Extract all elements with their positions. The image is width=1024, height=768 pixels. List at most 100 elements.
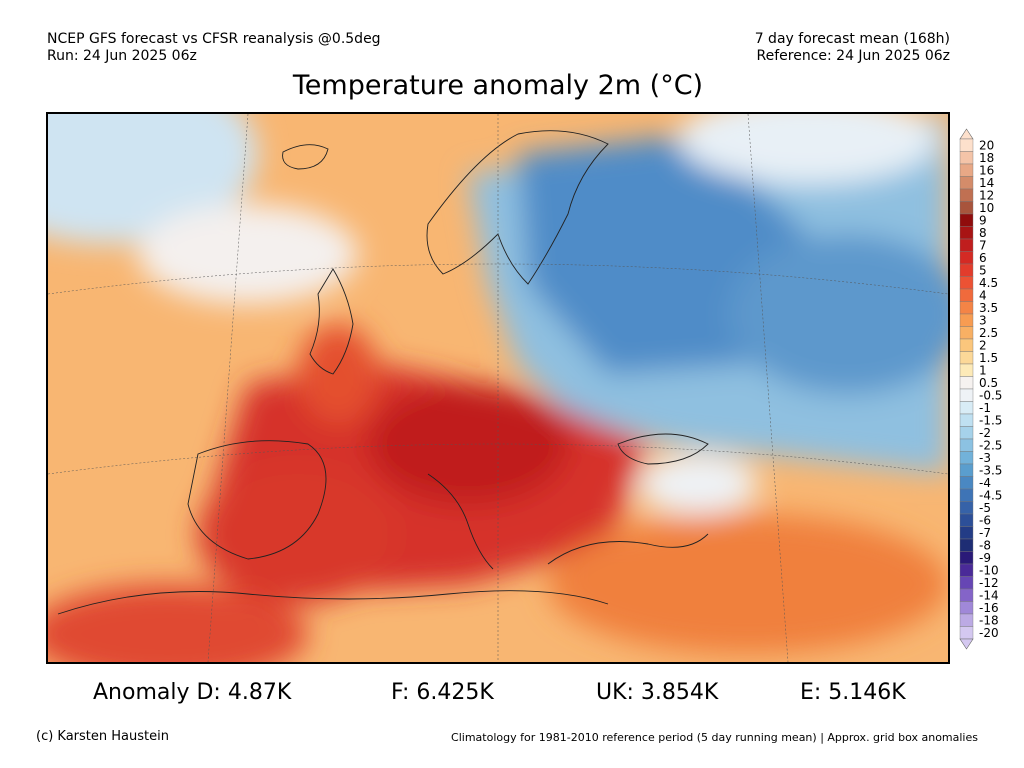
colorbar-swatch <box>959 376 974 390</box>
colorbar-label: -4 <box>979 476 991 490</box>
anomaly-france: F: 6.425K <box>391 680 494 705</box>
run-time: Run: 24 Jun 2025 06z <box>47 48 197 64</box>
colorbar-label: -5 <box>979 501 991 515</box>
colorbar-label: -16 <box>979 601 999 615</box>
header-forecast-info: 7 day forecast mean (168h) Reference: 24… <box>755 31 950 65</box>
colorbar-swatch <box>959 163 974 177</box>
colorbar-label: -3.5 <box>979 463 1002 477</box>
colorbar-label: 18 <box>979 151 994 165</box>
colorbar-swatch <box>959 563 974 577</box>
colorbar-label: -2 <box>979 426 991 440</box>
anomaly-warm-middle-east <box>548 514 948 654</box>
colorbar-swatch <box>959 588 974 602</box>
colorbar-swatch <box>959 176 974 190</box>
header-model-info: NCEP GFS forecast vs CFSR reanalysis @0.… <box>47 31 381 65</box>
anomaly-hot-north-africa <box>48 584 308 662</box>
colorbar-swatch <box>959 201 974 215</box>
reference-time: Reference: 24 Jun 2025 06z <box>756 48 951 64</box>
colorbar-swatch <box>959 438 974 452</box>
colorbar-label: 4.5 <box>979 276 998 290</box>
colorbar-label: 2 <box>979 338 987 352</box>
colorbar-label: 14 <box>979 176 994 190</box>
colorbar-swatch <box>959 551 974 565</box>
colorbar-swatch <box>959 488 974 502</box>
colorbar-swatch <box>959 238 974 252</box>
colorbar-label: 3.5 <box>979 301 998 315</box>
map-title: Temperature anomaly 2m (°C) <box>292 70 704 101</box>
colorbar-label: -8 <box>979 538 991 552</box>
anomaly-neutral-black-sea <box>638 454 758 514</box>
forecast-period: 7 day forecast mean (168h) <box>754 31 950 47</box>
colorbar-swatch <box>959 513 974 527</box>
colorbar-swatch <box>959 138 974 152</box>
colorbar-swatch <box>959 226 974 240</box>
colorbar-swatch <box>959 151 974 165</box>
colorbar-label: 1.5 <box>979 351 998 365</box>
colorbar-swatch <box>959 526 974 540</box>
colorbar-swatch <box>959 451 974 465</box>
colorbar-swatch <box>959 538 974 552</box>
colorbar-swatch <box>959 601 974 615</box>
colorbar-label: -20 <box>979 626 999 640</box>
temperature-anomaly-map <box>46 112 950 664</box>
colorbar-swatch <box>959 338 974 352</box>
colorbar: 20 18 16 14 12 10 9 8 7 6 5 4.5 4 3.5 3 2.5 2 1.5 1 0.5 -0.5… <box>958 128 1022 650</box>
colorbar-label: -10 <box>979 563 999 577</box>
coast-iceland <box>282 144 329 170</box>
colorbar-label: 2.5 <box>979 326 998 340</box>
colorbar-swatch <box>959 626 974 640</box>
colorbar-label: 3 <box>979 313 987 327</box>
anomaly-warm-uk <box>298 324 378 424</box>
colorbar-bottom-arrow <box>959 638 974 650</box>
colorbar-label: 7 <box>979 238 987 252</box>
colorbar-label: 6 <box>979 251 987 265</box>
colorbar-label: -1 <box>979 401 991 415</box>
colorbar-swatch <box>959 351 974 365</box>
colorbar-label: -3 <box>979 451 991 465</box>
coast-iberia <box>187 440 327 560</box>
colorbar-swatch <box>959 576 974 590</box>
anomaly-neutral-arctic <box>678 114 938 184</box>
colorbar-label: -2.5 <box>979 438 1002 452</box>
climatology-note: Climatology for 1981-2010 reference peri… <box>451 731 978 744</box>
colorbar-label: -12 <box>979 576 999 590</box>
colorbar-label: -1.5 <box>979 413 1002 427</box>
colorbar-swatch <box>959 413 974 427</box>
anomaly-uk: UK: 3.854K <box>596 680 719 705</box>
colorbar-label: -0.5 <box>979 388 1002 402</box>
anomaly-germany: Anomaly D: 4.87K <box>93 680 292 705</box>
colorbar-label: -18 <box>979 613 999 627</box>
credit-text: (c) Karsten Haustein <box>36 729 169 744</box>
anomaly-hot-iberia <box>198 464 398 604</box>
coast-north-africa <box>57 590 609 615</box>
model-description: NCEP GFS forecast vs CFSR reanalysis @0.… <box>47 31 381 47</box>
colorbar-label: -14 <box>979 588 999 602</box>
colorbar-label: 9 <box>979 213 987 227</box>
colorbar-swatch <box>959 263 974 277</box>
colorbar-label: 0.5 <box>979 376 998 390</box>
colorbar-label: 20 <box>979 138 994 152</box>
colorbar-label: -9 <box>979 551 991 565</box>
colorbar-swatch <box>959 213 974 227</box>
colorbar-label: -7 <box>979 526 991 540</box>
coast-italy <box>427 473 494 570</box>
colorbar-swatch <box>959 363 974 377</box>
colorbar-swatch <box>959 476 974 490</box>
colorbar-label: -6 <box>979 513 991 527</box>
coast-great-britain <box>309 268 354 375</box>
colorbar-swatch <box>959 401 974 415</box>
country-anomalies: Anomaly D: 4.87K F: 6.425K UK: 3.854K E:… <box>0 680 1024 708</box>
anomaly-spain: E: 5.146K <box>800 680 906 705</box>
colorbar-scale: 201816141210987654.543.532.521.510.5-0.5… <box>959 128 1002 650</box>
colorbar-label: -4.5 <box>979 488 1002 502</box>
colorbar-label: 8 <box>979 226 987 240</box>
colorbar-swatch <box>959 388 974 402</box>
coastlines <box>57 130 709 615</box>
coast-black-sea <box>617 433 709 465</box>
colorbar-label: 5 <box>979 263 987 277</box>
colorbar-label: 10 <box>979 201 994 215</box>
anomaly-neutral-atlantic <box>138 204 358 304</box>
colorbar-swatch <box>959 313 974 327</box>
colorbar-label: 12 <box>979 188 994 202</box>
colorbar-swatch <box>959 613 974 627</box>
